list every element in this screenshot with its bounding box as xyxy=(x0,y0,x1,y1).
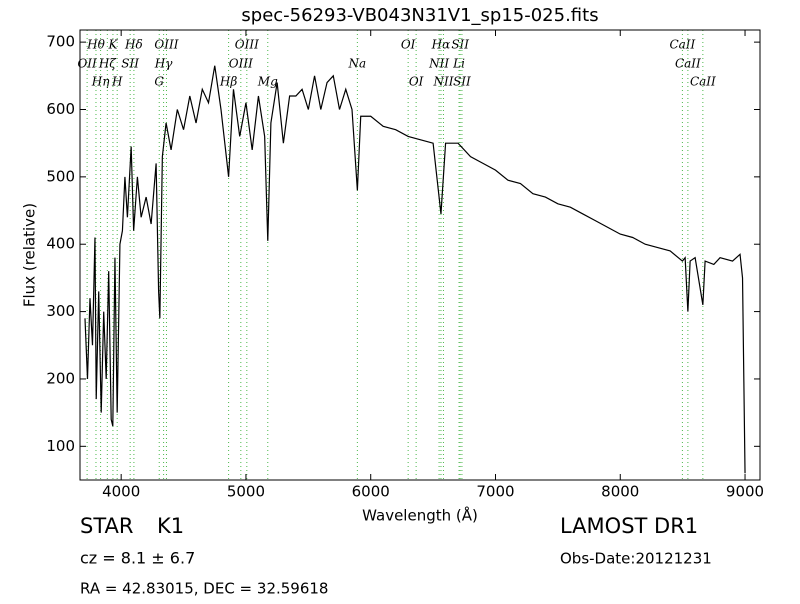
y-tick-label: 500 xyxy=(46,167,75,185)
y-tick-label: 300 xyxy=(46,302,75,320)
object-class: STAR xyxy=(80,514,133,538)
x-tick-label: 7000 xyxy=(476,483,514,501)
spectral-line-label: Hγ xyxy=(154,57,173,71)
spectral-line-label: Hδ xyxy=(124,38,143,52)
spectral-line-label: Li xyxy=(452,57,465,71)
coordinates: RA = 42.83015, DEC = 32.59618 xyxy=(80,580,328,598)
spectral-line-label: Hθ xyxy=(86,38,105,52)
spectral-line-label: Hα xyxy=(431,38,451,52)
spectral-line-label: Hη xyxy=(91,75,110,89)
spectral-line-label: OI xyxy=(409,75,424,89)
x-tick-label: 9000 xyxy=(726,483,764,501)
chart-title: spec-56293-VB043N31V1_sp15-025.fits xyxy=(241,5,598,26)
subclass: K1 xyxy=(157,514,184,538)
spectral-line-label: Mg xyxy=(257,75,278,89)
spectral-line-label: K xyxy=(107,38,118,52)
redshift: cz = 8.1 ± 6.7 xyxy=(80,549,195,568)
x-tick-label: 5000 xyxy=(227,483,265,501)
spectral-line-label: H xyxy=(111,75,123,89)
spectral-line-label: NII xyxy=(432,75,453,89)
spectral-line-label: Na xyxy=(348,57,367,71)
spectral-line-label: OI xyxy=(401,38,416,52)
y-tick-label: 700 xyxy=(46,33,75,51)
y-axis-label: Flux (relative) xyxy=(21,203,39,307)
y-tick-label: 100 xyxy=(46,437,75,455)
spectral-line-label: SII xyxy=(453,75,471,89)
spectral-line-label: SII xyxy=(451,38,469,52)
spectral-line-label: NII xyxy=(428,57,449,71)
spectral-line-label: SII xyxy=(121,57,139,71)
spectral-line-label: OIII xyxy=(235,38,259,52)
survey: LAMOST DR1 xyxy=(560,514,698,538)
spectral-line-label: OII xyxy=(77,57,97,71)
spectral-line-label: CaII xyxy=(690,75,716,89)
y-tick-label: 200 xyxy=(46,369,75,387)
x-axis-label: Wavelength (Å) xyxy=(362,506,478,525)
spectral-line-label: CaII xyxy=(669,38,695,52)
x-tick-label: 8000 xyxy=(601,483,639,501)
x-tick-label: 4000 xyxy=(102,483,140,501)
spectral-line-label: CaII xyxy=(675,57,701,71)
spectrum-line xyxy=(84,65,746,474)
obs-date: Obs-Date:20121231 xyxy=(560,550,712,568)
spectral-line-label: Hζ xyxy=(98,57,117,71)
y-tick-label: 600 xyxy=(46,100,75,118)
y-tick-label: 400 xyxy=(46,235,75,253)
spectral-line-label: G xyxy=(154,75,164,89)
spectral-line-label: Hβ xyxy=(219,75,237,89)
x-tick-label: 6000 xyxy=(352,483,390,501)
spectral-line-label: OIII xyxy=(229,57,253,71)
plot-frame xyxy=(79,29,761,481)
spectral-line-label: OIII xyxy=(154,38,178,52)
